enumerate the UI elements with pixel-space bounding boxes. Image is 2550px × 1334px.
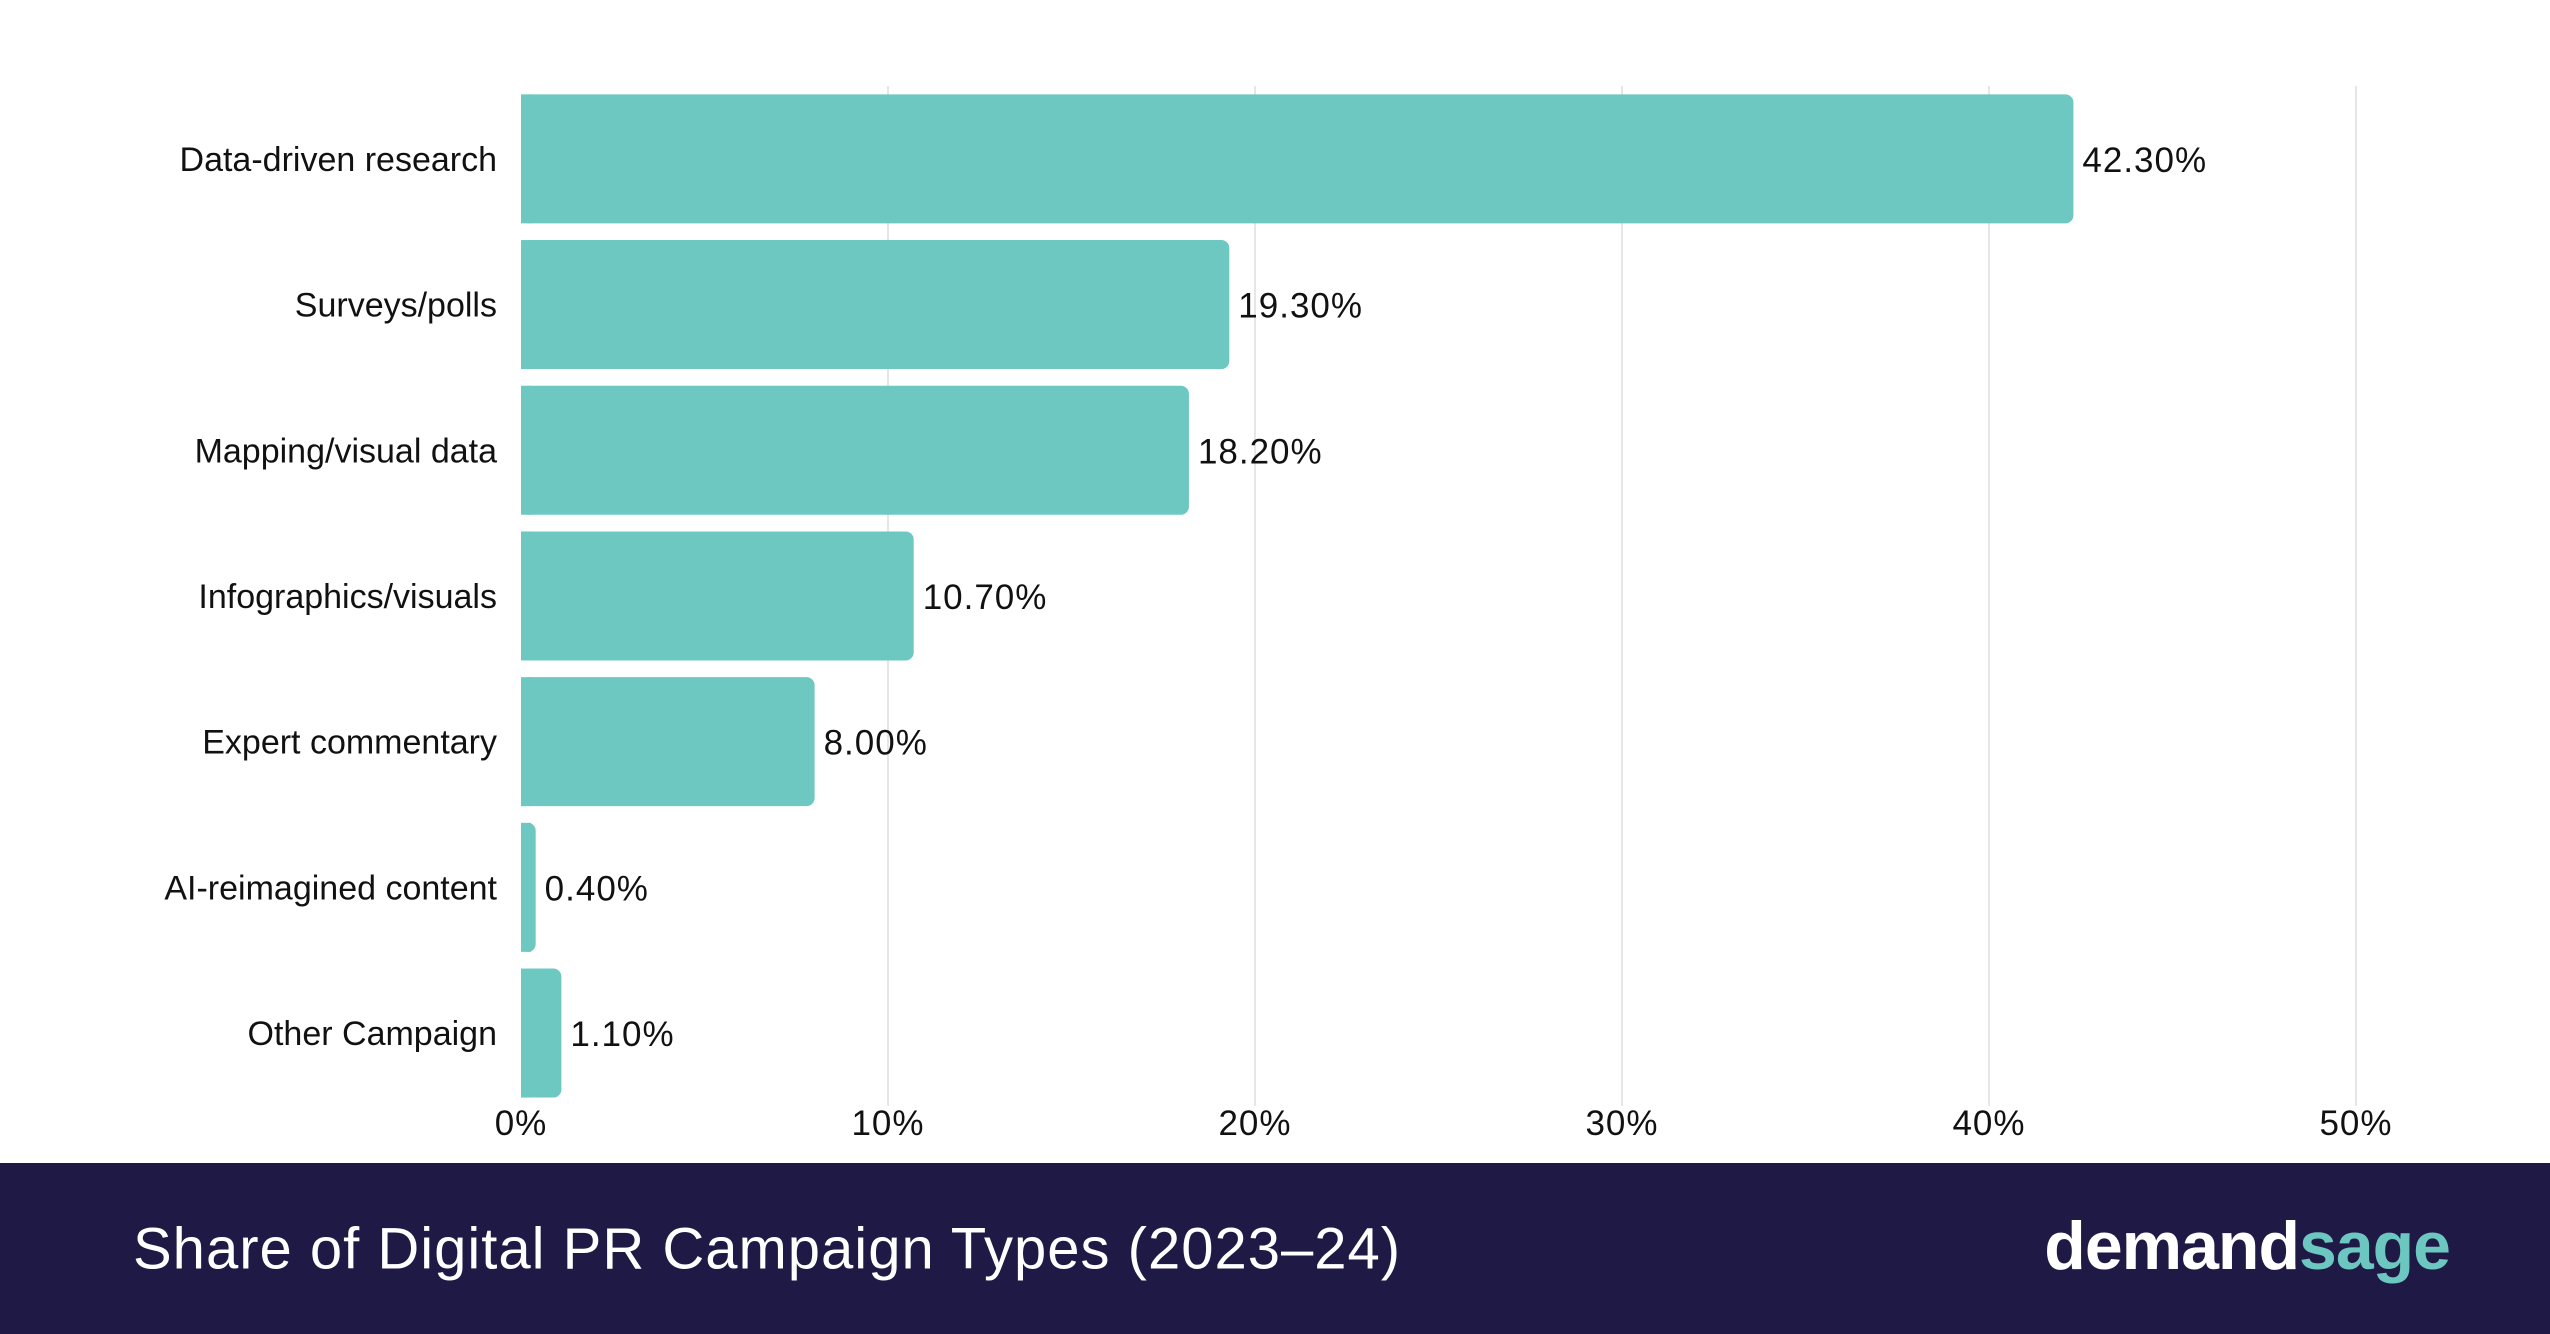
footer-banner: Share of Digital PR Campaign Types (2023… [0,1163,2550,1334]
bar [521,94,2074,224]
bar-left-edge [521,531,531,661]
value-labels: 42.30% 19.30% 18.20% 10.70% 8.00% 0.40% 1.10% [545,141,2207,1054]
brand-logo: demandsage [2044,1206,2451,1284]
category-label: AI-reimagined content [164,869,497,907]
x-tick-label: 20% [1218,1104,1291,1143]
bar-left-edge [521,677,531,807]
bar-left-edge [521,968,531,1098]
x-tick-label: 40% [1952,1104,2025,1143]
bar-left-edge [521,94,531,224]
brand-logo-demand: demand [2044,1207,2300,1284]
category-label: Mapping/visual data [195,432,498,470]
category-label: Data-driven research [180,141,497,179]
category-label: Expert commentary [202,724,497,762]
value-label: 0.40% [545,869,649,908]
bar [521,531,914,661]
value-label: 10.70% [923,578,1048,617]
category-label: Surveys/polls [295,287,497,325]
bar-left-edge [521,385,531,515]
bars [521,94,2074,1098]
category-label: Infographics/visuals [198,578,497,616]
value-label: 19.30% [1238,287,1363,326]
bar [521,385,1189,515]
x-axis-ticks: 0% 10% 20% 30% 40% 50% [495,1104,2392,1143]
value-label: 42.30% [2082,141,2207,180]
category-labels: Data-driven research Surveys/polls Mapping… [164,141,497,1053]
x-tick-label: 10% [851,1104,924,1143]
x-tick-label: 50% [2319,1104,2392,1143]
bar-left-edge [521,822,531,952]
category-label: Other Campaign [248,1015,497,1053]
x-tick-label: 0% [495,1104,548,1143]
bar-chart: Data-driven research Surveys/polls Mapping… [164,86,2392,1143]
bar [521,240,1230,370]
value-label: 18.20% [1198,432,1323,471]
value-label: 8.00% [824,724,928,763]
bar [521,677,815,807]
x-tick-label: 30% [1585,1104,1658,1143]
gridlines [887,86,2357,1106]
value-label: 1.10% [570,1015,674,1054]
chart-title: Share of Digital PR Campaign Types (2023… [133,1216,1402,1281]
bar [521,968,562,1098]
bar-left-edge [521,240,531,370]
brand-logo-sage: sage [2299,1207,2451,1284]
